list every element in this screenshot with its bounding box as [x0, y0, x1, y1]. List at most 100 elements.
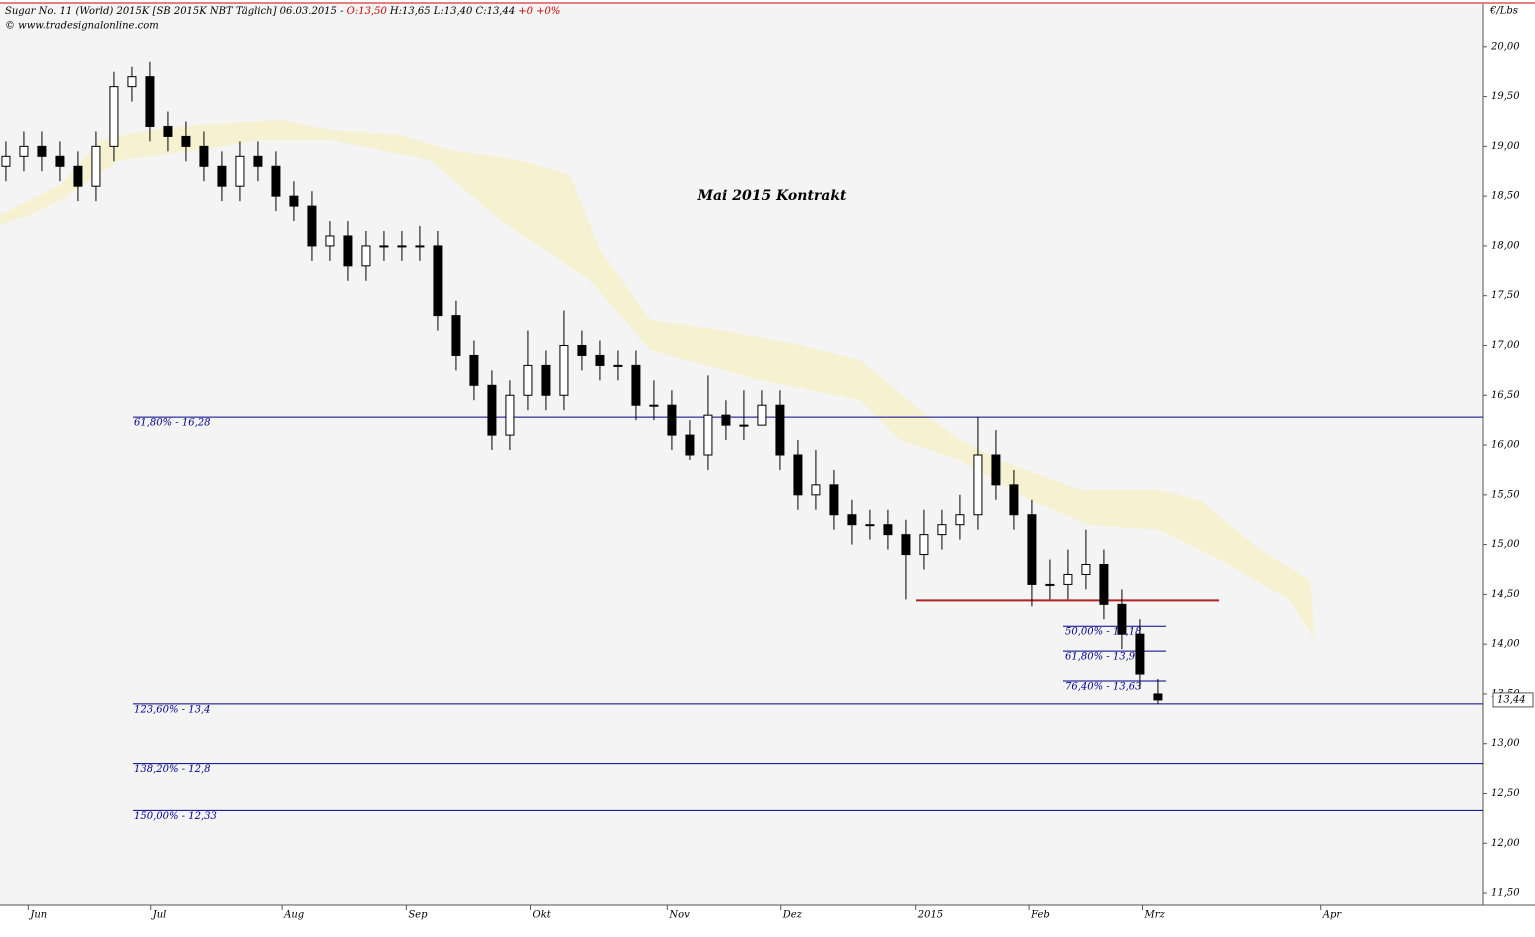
candle-body [667, 404, 677, 436]
candle-body [1099, 564, 1109, 605]
fib-label: 150,00% - 12,33 [134, 811, 217, 822]
x-tick-label: 2015 [917, 910, 943, 921]
unit-label: €/Lbs [1489, 6, 1518, 17]
candle-body [127, 76, 137, 88]
last-price-box [1492, 692, 1534, 708]
candle-body [487, 384, 497, 436]
fib-label: 50,00% - 14,18 [1065, 627, 1142, 638]
candle-body [469, 354, 479, 386]
y-tick-label: 12,50 [1491, 788, 1520, 799]
y-tick-label: 13,00 [1491, 738, 1520, 749]
fib-label: 61,80% - 13,93 [1065, 652, 1142, 663]
candle-body [973, 454, 983, 516]
candle-body [1009, 484, 1019, 516]
candle-body [1135, 633, 1145, 675]
candle-body [1117, 603, 1127, 635]
candle-body [955, 514, 965, 526]
candle-body [703, 414, 713, 456]
y-tick-label: 18,00 [1491, 240, 1520, 251]
plot-area [0, 4, 1483, 905]
candle-body [379, 245, 389, 248]
x-tick-label: Okt [533, 910, 552, 921]
candle-body [685, 434, 695, 456]
candle-body [559, 344, 569, 396]
candle-body [1045, 583, 1055, 586]
y-tick-label: 20,00 [1490, 41, 1520, 52]
candle-body [505, 394, 515, 436]
candle-body [343, 235, 353, 267]
x-tick-label: Dez [782, 910, 803, 921]
x-tick-label: Nov [668, 910, 690, 921]
x-tick-label: Jul [151, 910, 167, 921]
candle-body [631, 364, 641, 406]
y-tick-label: 15,00 [1491, 539, 1520, 550]
source: © www.tradesignalonline.com [5, 21, 159, 32]
candle-body [829, 484, 839, 516]
fib-label: 76,40% - 13,63 [1065, 681, 1142, 692]
title-hlc: H:13,65 L:13,40 C:13,44 [389, 6, 515, 17]
annotation: Mai 2015 Kontrakt [696, 188, 847, 204]
candle-body [865, 524, 875, 527]
candle-body [613, 364, 623, 367]
candle-body [271, 165, 281, 197]
candle-body [1063, 573, 1073, 585]
y-tick-label: 12,00 [1491, 838, 1520, 849]
candle-body [649, 404, 659, 407]
candle-body [919, 534, 929, 556]
candle-body [883, 524, 893, 536]
fib-label: 138,20% - 12,8 [134, 764, 211, 775]
title-main: Sugar No. 11 (World) 2015K [SB 2015K NBT… [5, 6, 347, 17]
candle-body [775, 404, 785, 456]
candle-body [523, 364, 533, 396]
y-tick-label: 15,50 [1491, 489, 1520, 500]
candle-body [145, 76, 155, 127]
candle-body [901, 534, 911, 556]
fib-label: 123,60% - 13,4 [134, 704, 211, 715]
candle-body [55, 155, 65, 167]
title-open: O:13,50 [347, 6, 388, 17]
x-tick-label: Jun [28, 910, 47, 921]
candle-body [19, 145, 29, 157]
candle-body [433, 245, 443, 317]
candle-body [793, 454, 803, 496]
candle-body [37, 145, 47, 157]
candle-body [253, 155, 263, 167]
candle-body [595, 354, 605, 366]
y-tick-label: 16,50 [1491, 390, 1520, 401]
candle-body [991, 454, 1001, 486]
candle-body [541, 364, 551, 396]
y-tick-label: 14,00 [1491, 639, 1520, 650]
candle-body [217, 165, 227, 187]
y-tick-label: 17,00 [1491, 340, 1520, 351]
candle-body [181, 135, 191, 147]
candle-body [289, 195, 299, 207]
title-change: +0 +0% [518, 6, 560, 17]
candle-body [1, 155, 11, 167]
candle-body [757, 404, 767, 426]
candle-body [1027, 514, 1037, 585]
last-price-label: 13,44 [1497, 694, 1526, 705]
x-tick-label: Mrz [1144, 910, 1166, 921]
candle-body [73, 165, 83, 187]
candle-body [1081, 564, 1091, 575]
y-tick-label: 16,00 [1491, 440, 1520, 451]
candle-body [307, 205, 317, 247]
candle-body [397, 245, 407, 248]
candle-body [415, 245, 425, 248]
y-tick-label: 11,50 [1491, 888, 1520, 899]
y-tick-label: 19,00 [1491, 141, 1520, 152]
candle-body [721, 414, 731, 426]
y-tick-label: 19,50 [1491, 91, 1520, 102]
chart-title: Sugar No. 11 (World) 2015K [SB 2015K NBT… [5, 6, 560, 17]
x-tick-label: Apr [1322, 910, 1343, 921]
candle-body [811, 484, 821, 496]
candle-body [451, 315, 461, 356]
candle-body [937, 524, 947, 536]
candle-body [361, 245, 371, 267]
candle-body [739, 424, 749, 427]
x-tick-label: Feb [1030, 910, 1050, 921]
y-tick-label: 18,50 [1491, 191, 1520, 202]
candle-body [91, 145, 101, 187]
